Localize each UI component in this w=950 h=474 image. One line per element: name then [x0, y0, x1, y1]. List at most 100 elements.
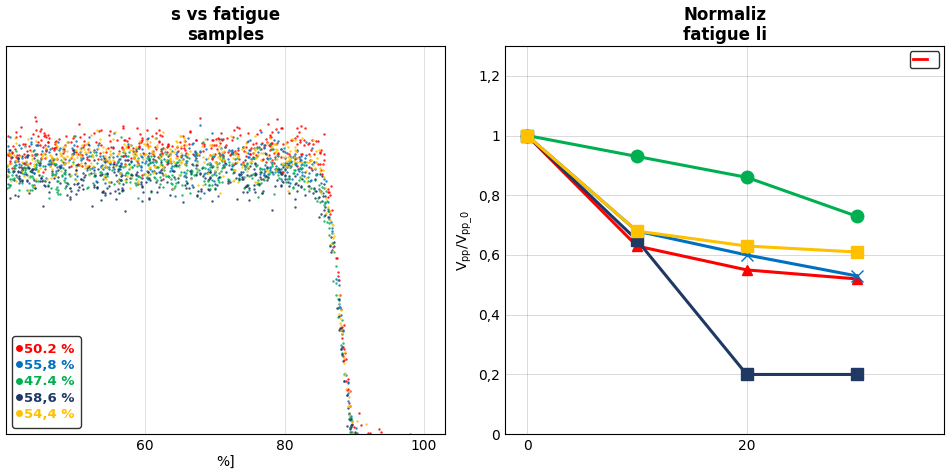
Point — [315, 192, 331, 200]
Point — [27, 170, 42, 177]
Point — [82, 162, 97, 170]
Point — [96, 165, 111, 173]
Point — [102, 153, 117, 161]
Point — [66, 155, 82, 163]
Point — [128, 151, 143, 159]
Point — [61, 156, 76, 164]
Point — [238, 153, 254, 160]
Point — [205, 136, 220, 144]
Point — [242, 173, 257, 180]
Point — [93, 155, 108, 163]
Point — [21, 161, 36, 168]
Point — [196, 138, 211, 146]
Point — [224, 149, 239, 156]
Point — [400, 466, 415, 474]
Point — [322, 213, 337, 221]
Point — [257, 149, 273, 157]
Point — [19, 187, 34, 194]
Point — [102, 155, 117, 163]
Point — [247, 171, 262, 178]
Point — [80, 138, 95, 146]
Point — [107, 162, 123, 170]
Point — [379, 468, 394, 474]
Point — [303, 156, 318, 164]
Point — [393, 468, 408, 474]
Point — [294, 150, 309, 157]
Point — [144, 132, 160, 140]
Point — [213, 189, 228, 196]
Point — [46, 155, 61, 163]
Point — [48, 141, 63, 148]
Point — [90, 165, 105, 173]
Point — [128, 147, 143, 155]
Point — [316, 212, 332, 219]
Point — [28, 151, 43, 158]
Point — [89, 183, 104, 191]
Point — [344, 421, 359, 428]
Point — [414, 460, 429, 467]
Point — [173, 153, 188, 160]
Point — [233, 131, 248, 138]
Point — [26, 181, 41, 189]
Point — [113, 134, 128, 141]
Point — [133, 153, 148, 160]
Point — [366, 447, 381, 455]
Point — [155, 140, 170, 147]
Point — [227, 127, 242, 134]
Point — [312, 146, 327, 154]
Point — [184, 182, 200, 189]
Point — [76, 141, 91, 149]
Point — [281, 161, 296, 168]
Point — [206, 141, 221, 149]
Point — [126, 154, 142, 161]
Point — [9, 128, 24, 136]
Point — [370, 468, 385, 474]
Point — [80, 140, 95, 147]
Point — [230, 144, 245, 152]
Point — [404, 460, 419, 468]
Point — [96, 172, 111, 180]
Point — [231, 174, 246, 182]
Point — [35, 168, 50, 176]
Point — [282, 173, 297, 180]
Point — [277, 161, 293, 169]
Point — [14, 166, 29, 173]
Point — [300, 182, 315, 190]
Point — [266, 191, 281, 198]
Point — [101, 178, 116, 186]
Point — [143, 158, 159, 166]
Point — [323, 218, 338, 225]
Point — [256, 141, 272, 148]
Point — [145, 158, 161, 166]
Point — [288, 151, 303, 158]
Point — [375, 464, 390, 471]
Point — [297, 125, 313, 132]
Point — [248, 178, 263, 186]
Point — [60, 179, 75, 187]
Point — [294, 150, 310, 158]
Point — [279, 168, 294, 176]
Point — [123, 164, 138, 171]
Point — [340, 390, 355, 397]
Point — [342, 428, 357, 435]
Point — [103, 137, 118, 145]
Point — [402, 431, 417, 439]
Point — [45, 158, 60, 165]
Point — [334, 350, 350, 358]
Point — [244, 175, 259, 182]
Point — [217, 148, 232, 156]
Point — [333, 327, 349, 334]
Point — [166, 173, 181, 181]
Point — [260, 120, 276, 128]
Point — [86, 147, 101, 155]
Point — [362, 455, 377, 463]
Point — [179, 184, 194, 192]
Point — [293, 158, 308, 166]
Point — [66, 148, 82, 155]
Point — [33, 150, 48, 158]
Point — [19, 171, 34, 179]
Point — [246, 149, 261, 157]
Point — [48, 172, 63, 179]
Point — [251, 148, 266, 156]
Point — [6, 174, 21, 182]
